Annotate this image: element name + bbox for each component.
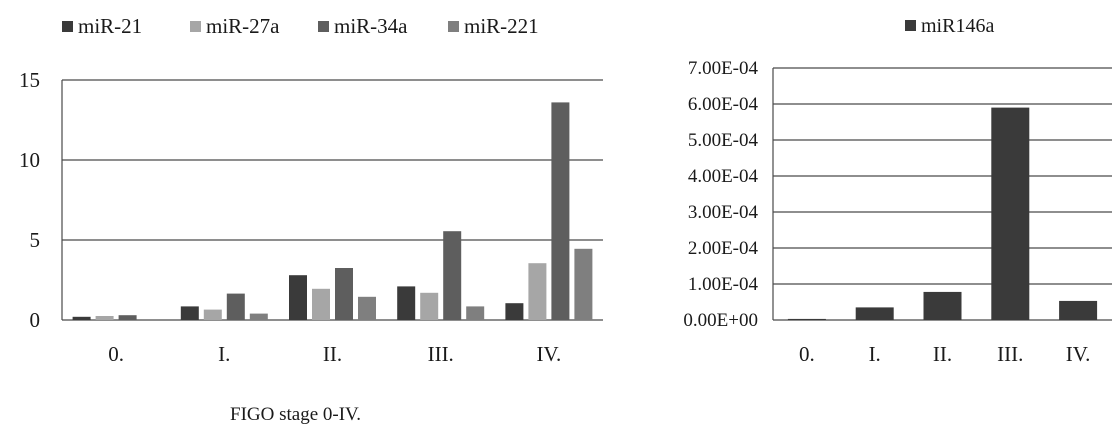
right-y-tick-label: 2.00E-04 xyxy=(688,238,759,259)
left-bar-miR-221 xyxy=(249,313,268,320)
left-legend-label: miR-221 xyxy=(464,14,539,38)
right-y-tick-label: 6.00E-04 xyxy=(688,94,759,115)
left-bar-miR-27a xyxy=(420,292,439,320)
right-bar-miR146a xyxy=(991,107,1030,320)
left-bar-miR-21 xyxy=(72,316,91,320)
left-legend-swatch xyxy=(448,21,459,32)
left-y-tick-label: 10 xyxy=(19,148,40,172)
left-legend-label: miR-21 xyxy=(78,14,142,38)
left-chart-x-axis-label: FIGO stage 0-IV. xyxy=(230,404,362,425)
left-x-tick-label: IV. xyxy=(537,342,562,366)
left-bar-miR-27a xyxy=(203,309,222,320)
left-bar-miR-221 xyxy=(141,319,160,320)
left-bar-miR-21 xyxy=(180,306,199,320)
left-x-tick-label: II. xyxy=(323,342,342,366)
right-y-tick-label: 0.00E+00 xyxy=(683,310,758,331)
left-y-tick-label: 5 xyxy=(30,228,41,252)
right-chart: 0.00E+00 1.00E-04 2.00E-04 3.00E-04 4.00E-04… xyxy=(683,15,1112,366)
left-x-tick-label: III. xyxy=(428,342,454,366)
left-bar-miR-34a xyxy=(551,102,570,321)
left-legend-swatch xyxy=(318,21,329,32)
right-x-tick-label: III. xyxy=(997,342,1023,366)
left-bar-miR-34a xyxy=(226,293,245,320)
left-legend-label: miR-27a xyxy=(206,14,280,38)
right-y-tick-label: 3.00E-04 xyxy=(688,202,759,223)
right-x-tick-label: II. xyxy=(933,342,952,366)
left-x-tick-label: 0. xyxy=(108,342,124,366)
left-bar-miR-27a xyxy=(312,288,330,320)
right-bar-miR146a xyxy=(1059,300,1098,320)
left-bar-miR-21 xyxy=(505,303,524,320)
right-bar-miR146a xyxy=(787,318,826,320)
right-y-tick-label: 5.00E-04 xyxy=(688,130,759,151)
left-legend-label: miR-34a xyxy=(334,14,408,38)
left-bar-miR-34a xyxy=(443,231,462,320)
left-x-tick-label: I. xyxy=(218,342,230,366)
left-bar-miR-34a xyxy=(335,268,353,320)
right-x-tick-label: 0. xyxy=(799,342,815,366)
left-bar-miR-27a xyxy=(528,263,547,320)
right-bar-miR146a xyxy=(855,307,894,320)
left-chart: 0 5 10 15 0. I. II. III. IV. miR-21 miR-27a miR-34a… xyxy=(19,14,603,366)
left-legend-swatch xyxy=(62,21,73,32)
right-x-tick-label: I. xyxy=(869,342,881,366)
left-legend-swatch xyxy=(190,21,201,32)
right-legend-swatch xyxy=(905,20,916,31)
right-legend-label: miR146a xyxy=(921,15,994,37)
left-y-tick-label: 15 xyxy=(19,68,40,92)
right-y-tick-label: 7.00E-04 xyxy=(688,58,759,79)
right-x-tick-label: IV. xyxy=(1066,342,1091,366)
left-bar-miR-21 xyxy=(397,286,416,320)
left-y-tick-label: 0 xyxy=(30,308,41,332)
left-bar-miR-34a xyxy=(118,315,137,320)
right-y-tick-label: 1.00E-04 xyxy=(688,274,759,295)
left-bar-miR-221 xyxy=(466,306,485,320)
left-bar-miR-221 xyxy=(574,248,593,320)
left-bar-miR-21 xyxy=(289,275,307,320)
right-bar-miR146a xyxy=(923,291,962,320)
left-bar-miR-221 xyxy=(358,296,376,320)
right-y-tick-label: 4.00E-04 xyxy=(688,166,759,187)
left-bar-miR-27a xyxy=(95,316,114,320)
